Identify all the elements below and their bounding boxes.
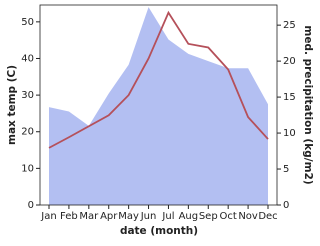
x-tick-label: Jul — [161, 211, 174, 222]
y2-tick-label: 0 — [283, 200, 289, 211]
y-tick-label: 20 — [21, 127, 34, 138]
y2-axis-title: med. precipitation (kg/m2) — [302, 25, 314, 184]
y2-tick-label: 5 — [283, 164, 289, 175]
x-axis-title: date (month) — [120, 225, 198, 237]
x-tick-label: Mar — [79, 211, 99, 222]
x-tick-label: Oct — [220, 211, 237, 222]
x-tick-label: Aug — [179, 211, 199, 222]
y2-tick-label: 20 — [283, 56, 296, 67]
x-tick-label: Feb — [60, 211, 78, 222]
y-tick-label: 0 — [28, 200, 34, 211]
temp-line — [48, 10, 269, 149]
plot-frame — [39, 4, 278, 206]
y-tick-label: 40 — [21, 53, 34, 64]
y2-tick-label: 25 — [283, 20, 296, 31]
chart: date (month) max temp (C) med. precipita… — [6, 4, 314, 237]
x-tick-label: Dec — [258, 211, 277, 222]
y2-tick-label: 10 — [283, 128, 296, 139]
x-tick-label: Sep — [199, 211, 218, 222]
y-tick-label: 50 — [21, 17, 34, 28]
x-tick-label: Jun — [140, 211, 157, 222]
x-tick-label: Nov — [238, 211, 258, 222]
y-tick-label: 10 — [21, 163, 34, 174]
precip-area — [49, 7, 268, 205]
x-tick-label: Apr — [100, 211, 118, 222]
y-tick-label: 30 — [21, 90, 34, 101]
x-tick-label: May — [118, 211, 139, 222]
x-tick-label: Jan — [40, 211, 56, 222]
y2-tick-label: 15 — [283, 92, 296, 103]
y-axis-title: max temp (C) — [6, 65, 18, 145]
